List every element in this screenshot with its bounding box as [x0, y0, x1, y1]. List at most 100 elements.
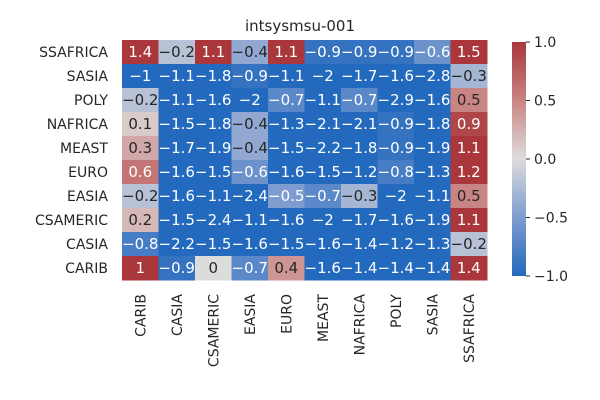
- cell-value-label: −0.9: [305, 43, 341, 61]
- heatmap-cell: [450, 160, 488, 185]
- heatmap-cell: [195, 256, 232, 281]
- heatmap-cell: [414, 88, 451, 113]
- heatmap-cell: [304, 64, 342, 89]
- cell-value-label: −1.8: [195, 115, 231, 133]
- heatmap-cell: [341, 64, 378, 89]
- heatmap-cell: [231, 88, 269, 113]
- heatmap-cell: [304, 184, 342, 209]
- cell-value-label: 1.4: [457, 259, 481, 277]
- cell-value-label: −1.8: [195, 67, 231, 85]
- heatmap-cell: [450, 208, 488, 233]
- cell-value-label: −0.2: [159, 43, 195, 61]
- heatmap-cell: [195, 184, 232, 209]
- heatmap-cell: [231, 256, 269, 281]
- cell-value-label: −1.6: [378, 211, 414, 229]
- heatmap-cell: [195, 136, 232, 161]
- column-tick-label: SASIA: [425, 294, 441, 336]
- cell-value-label: −1.8: [414, 115, 450, 133]
- cell-value-label: 0.3: [128, 139, 152, 157]
- column-tick-label: SSAFRICA: [462, 294, 478, 363]
- cell-value-label: −1.6: [378, 67, 414, 85]
- cell-value-label: 0.2: [128, 211, 152, 229]
- cell-value-label: −0.3: [341, 187, 377, 205]
- cell-value-label: 1.5: [457, 43, 481, 61]
- cell-value-label: −1.7: [159, 139, 195, 157]
- heatmap-cell: [122, 88, 159, 113]
- row-tick-labels: SSAFRICA SASIA POLY NAFRICA MEAST EURO EASIA CS…: [35, 45, 108, 277]
- heatmap-cell: [195, 208, 232, 233]
- heatmap-cell: [414, 160, 451, 185]
- cell-value-label: −0.9: [378, 139, 414, 157]
- heatmap-cell: [414, 136, 451, 161]
- heatmap-cell: [414, 184, 451, 209]
- heatmap-cell: [122, 208, 159, 233]
- cell-value-label: −1.9: [195, 139, 231, 157]
- heatmap-cell: [268, 256, 305, 281]
- heatmap-cell: [450, 64, 488, 89]
- heatmap-cell: [231, 40, 269, 65]
- cell-value-label: −0.8: [378, 163, 414, 181]
- heatmap-cell: [158, 88, 196, 113]
- cell-value-label: −1.9: [414, 211, 450, 229]
- heatmap-cell: [231, 136, 269, 161]
- colorbar: [512, 42, 526, 276]
- cell-value-label: −1.5: [159, 115, 195, 133]
- heatmap-cell: [158, 160, 196, 185]
- heatmap-cell: [304, 256, 342, 281]
- column-tick-label: EURO: [279, 294, 295, 334]
- cell-value-label: −0.9: [232, 67, 268, 85]
- colorbar-ticks: 1.0 0.5 0.0 −0.5 −1.0: [526, 35, 568, 285]
- cell-value-label: 1.1: [457, 139, 481, 157]
- heatmap-cell: [304, 112, 342, 137]
- cell-value-label: 1.1: [201, 43, 225, 61]
- heatmap-cell: [341, 40, 378, 65]
- heatmap-cell: [122, 256, 159, 281]
- heatmap-cell: [268, 40, 305, 65]
- heatmap-cell: [231, 232, 269, 257]
- cell-value-label: −0.9: [159, 259, 195, 277]
- cell-value-label: −0.9: [341, 43, 377, 61]
- cell-value-label: −1.9: [414, 139, 450, 157]
- heatmap-cell: [304, 160, 342, 185]
- heatmap-cell: [195, 160, 232, 185]
- heatmap-cells: 1.4 −0.2 1.1 −0.4 1.1 −0.9 −0.9 −0.9 −0.6 1.5−1 −1…: [122, 40, 488, 281]
- heatmap-cell: [341, 112, 378, 137]
- cell-value-label: 1: [135, 259, 145, 277]
- cell-value-label: −1.6: [159, 163, 195, 181]
- colorbar-tick-label: 1.0: [534, 35, 556, 51]
- colorbar-tick-label: −0.5: [534, 211, 568, 227]
- heatmap-cell: [122, 160, 159, 185]
- heatmap-cell: [231, 112, 269, 137]
- heatmap-cell: [195, 232, 232, 257]
- heatmap-cell: [414, 40, 451, 65]
- heatmap-cell: [341, 184, 378, 209]
- cell-value-label: −0.3: [451, 67, 487, 85]
- cell-value-label: −1.3: [414, 163, 450, 181]
- row-tick-label: CARIB: [65, 261, 108, 277]
- cell-value-label: −1.1: [305, 91, 341, 109]
- cell-value-label: −0.2: [122, 91, 158, 109]
- heatmap-cell: [122, 184, 159, 209]
- heatmap-cell: [304, 208, 342, 233]
- cell-value-label: −1.8: [341, 139, 377, 157]
- row-tick-label: SSAFRICA: [39, 45, 108, 61]
- cell-value-label: −2: [385, 187, 407, 205]
- cell-value-label: −1.6: [305, 235, 341, 253]
- heatmap-cell: [195, 112, 232, 137]
- cell-value-label: −1.4: [341, 259, 377, 277]
- heatmap-cell: [268, 112, 305, 137]
- heatmap-cell: [195, 40, 232, 65]
- heatmap-cell: [158, 256, 196, 281]
- heatmap-cell: [268, 88, 305, 113]
- heatmap-cell: [231, 160, 269, 185]
- heatmap-cell: [122, 112, 159, 137]
- heatmap-cell: [268, 136, 305, 161]
- heatmap-cell: [158, 112, 196, 137]
- cell-value-label: −2: [239, 91, 261, 109]
- heatmap-cell: [158, 136, 196, 161]
- cell-value-label: −2.1: [305, 115, 341, 133]
- heatmap-cell: [158, 208, 196, 233]
- cell-value-label: −1.6: [414, 91, 450, 109]
- row-tick-label: MEAST: [60, 141, 108, 157]
